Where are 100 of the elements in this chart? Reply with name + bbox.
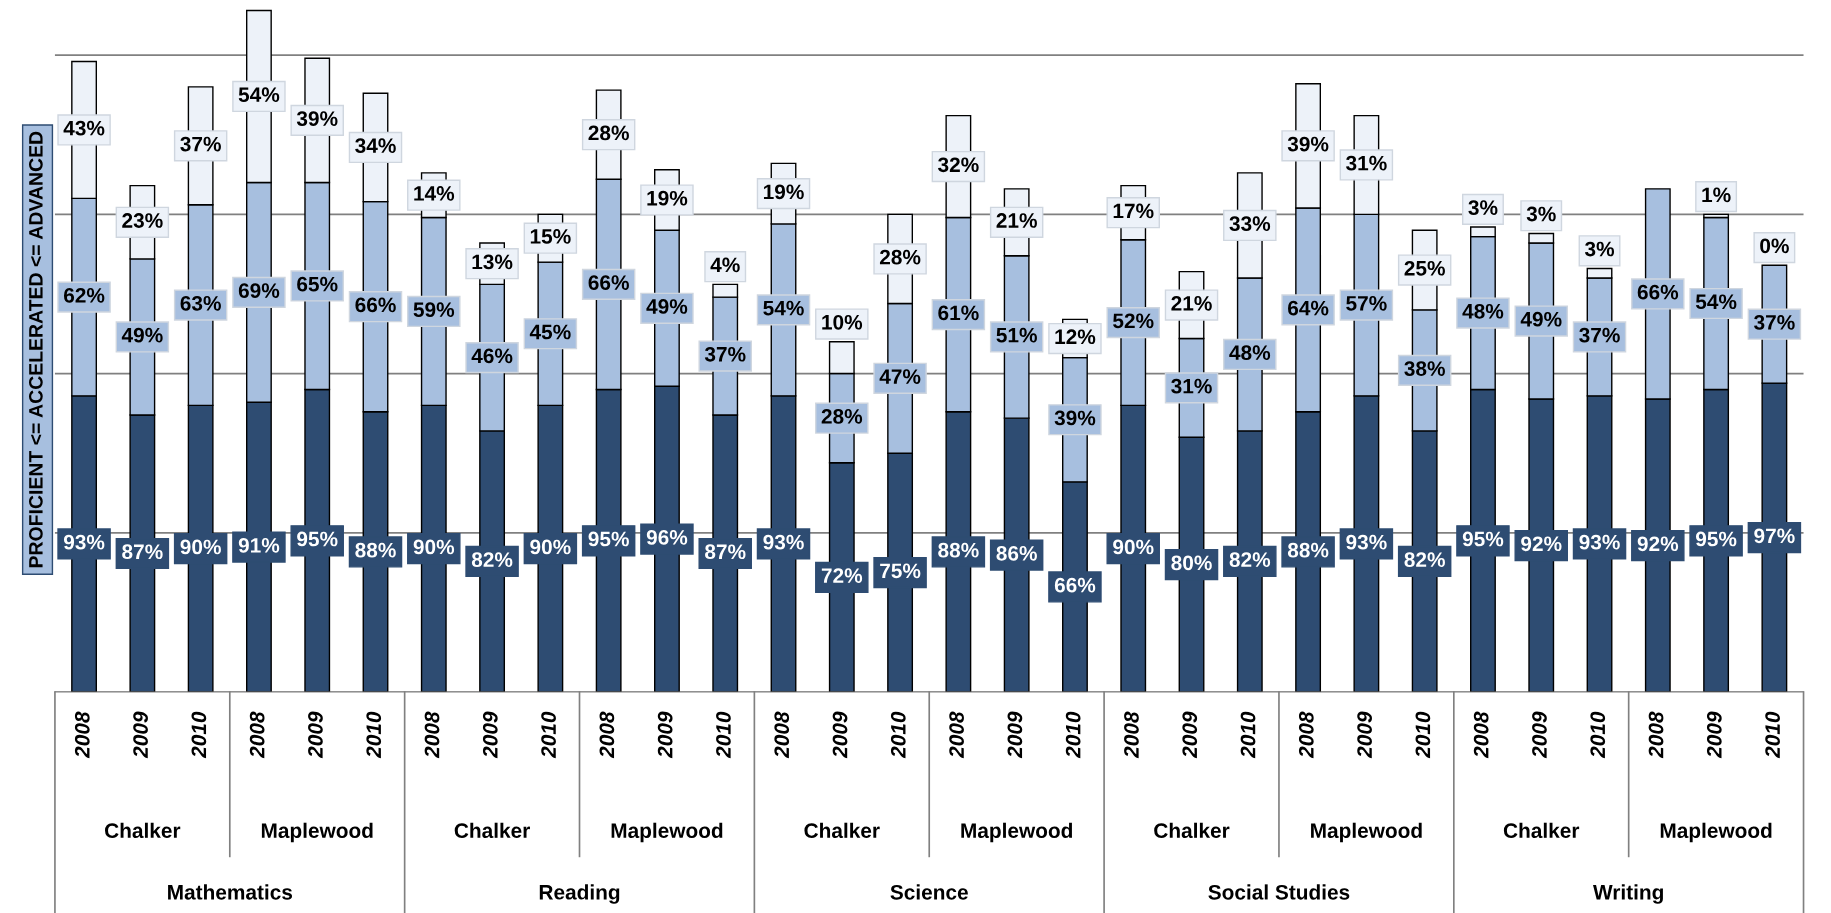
text: Maplewood [1660,822,1772,843]
data-label: 51% [996,327,1037,343]
text: Reading [539,884,620,904]
x-tick-label: 2010 [1765,711,1780,759]
text: Maplewood [961,822,1073,843]
text: Maplewood [261,822,373,843]
data-label: 95% [297,531,338,547]
data-label: 33% [1229,216,1271,232]
data-label: 93% [1579,534,1620,550]
data-label: 4% [710,257,740,273]
x-tick-label: 2010 [716,711,731,759]
data-label: 49% [121,327,163,343]
data-label: 59% [413,302,455,318]
data-label: 31% [1346,155,1387,171]
data-label: 95% [588,531,629,547]
text: Chalker [1154,822,1230,839]
data-label: 0% [1760,238,1789,254]
data-label: 63% [180,295,221,311]
data-label: 66% [1637,284,1679,300]
data-label: 38% [1404,361,1445,376]
data-label: 95% [1695,531,1737,547]
data-label: 66% [355,297,396,313]
data-label: 90% [413,539,455,555]
data-label: 64% [1288,300,1329,316]
data-label: 92% [1521,536,1562,552]
data-label: 93% [63,534,105,550]
text: Chalker [454,822,530,839]
data-label: 90% [180,539,221,555]
data-label: 28% [588,125,629,141]
data-label: 95% [1462,531,1504,547]
text: Science [890,884,968,900]
data-label: 69% [238,283,280,298]
text: Chalker [804,822,880,839]
data-label: 72% [821,568,863,583]
data-label: 31% [1171,378,1212,394]
text: Maplewood [611,822,723,843]
x-tick-label: 2010 [366,711,382,759]
x-tick-label: 2010 [1065,711,1081,759]
x-tick-label: 2008 [1473,711,1489,759]
text: Social Studies [1208,884,1350,900]
data-label: 21% [996,213,1037,228]
data-label: 48% [1229,345,1271,361]
x-tick-label: 2010 [890,711,906,759]
text: Chalker [105,822,181,839]
data-label: 88% [355,542,396,558]
data-label: 61% [938,305,979,321]
data-label: 75% [880,563,921,579]
data-label: 43% [63,120,105,136]
x-tick-label: 2010 [1415,711,1431,759]
data-label: 66% [588,275,629,290]
data-label: 32% [938,157,979,173]
data-label: 39% [296,111,338,126]
data-label: 25% [1404,260,1445,276]
x-tick-label: 2009 [133,711,148,759]
x-tick-label: 2009 [1182,711,1198,759]
data-label: 34% [355,138,396,154]
x-tick-label: 2009 [1706,711,1722,759]
x-tick-label: 2008 [1124,711,1139,759]
data-label: 87% [122,544,163,560]
data-label: 62% [63,287,105,303]
x-tick-label: 2008 [1648,711,1664,759]
x-tick-label: 2010 [541,711,556,759]
data-label: 80% [1171,555,1212,571]
data-label: 37% [180,136,221,152]
data-label: 48% [1462,303,1504,319]
data-label: 46% [471,348,513,364]
data-label: 57% [1346,295,1387,311]
data-label: 82% [471,552,513,568]
x-tick-label: 2009 [1532,711,1547,759]
x-tick-label: 2008 [949,711,964,759]
data-label: 91% [238,537,280,553]
data-label: 52% [1113,313,1154,329]
data-label: 93% [1346,534,1387,550]
text: Chalker [1503,822,1580,839]
data-label: 97% [1754,528,1795,544]
y-axis-title: PROFICIENT <= ACCELERATED <= ADVANCED [28,131,43,568]
data-label: 39% [1287,136,1329,152]
data-label: 47% [879,369,921,384]
data-label: 54% [238,87,280,103]
data-label: 1% [1702,187,1731,203]
x-tick-label: 2008 [249,711,265,759]
x-tick-label: 2009 [1007,711,1023,759]
data-label: 54% [1695,294,1737,310]
data-label: 90% [1113,539,1154,555]
data-label: 88% [938,542,979,558]
x-tick-label: 2010 [191,711,207,759]
data-label: 3% [1526,206,1556,222]
x-tick-label: 2009 [308,711,323,759]
x-tick-label: 2008 [599,711,615,759]
data-label: 54% [763,300,804,316]
x-tick-label: 2009 [657,711,673,759]
data-label: 19% [763,184,804,200]
data-label: 21% [1171,295,1212,311]
data-label: 96% [646,530,688,545]
text: Maplewood [1311,822,1422,843]
x-tick-label: 2009 [482,711,498,759]
data-label: 39% [1054,410,1096,426]
x-tick-label: 2008 [1298,711,1314,759]
data-label: 37% [1754,315,1795,330]
data-label: 49% [646,299,688,314]
